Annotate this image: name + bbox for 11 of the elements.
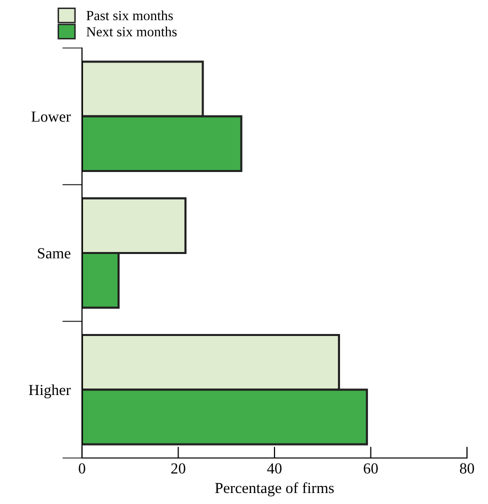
y-tick-label: Lower xyxy=(31,112,71,122)
x-tick-label: 60 xyxy=(364,463,378,474)
x-tick-label: 0 xyxy=(78,463,86,474)
x-tick-label: 20 xyxy=(171,463,186,474)
y-tick-label: Same xyxy=(38,248,70,258)
y-tick-label: Higher xyxy=(28,384,71,398)
x-tick-label: 80 xyxy=(460,463,474,474)
legend-label: Past six months xyxy=(86,10,173,20)
x-axis-title: Percentage of firms xyxy=(215,482,334,496)
x-tick-label: 40 xyxy=(267,463,282,474)
legend-label: Next six months xyxy=(86,26,177,36)
